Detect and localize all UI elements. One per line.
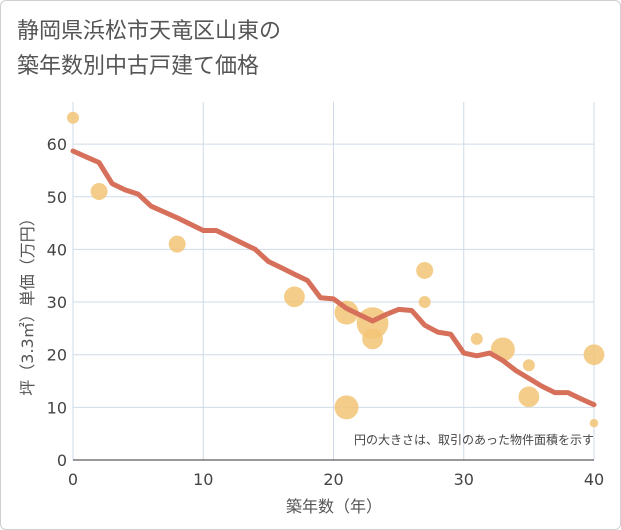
chart-title-line1: 静岡県浜松市天竜区山東の <box>17 19 282 44</box>
trend-line-group <box>70 148 597 408</box>
data-point <box>518 386 540 408</box>
x-tick-label: 20 <box>323 470 343 489</box>
axis-ticks: 0 10 20 30 40 50 60 0 10 20 30 40 <box>47 135 605 489</box>
data-point <box>583 344 605 366</box>
chart-title: 静岡県浜松市天竜区山東の 築年数別中古戸建て価格 <box>17 14 281 84</box>
data-point <box>418 296 431 309</box>
data-point <box>334 395 359 420</box>
data-point <box>90 183 108 200</box>
x-tick-label: 0 <box>68 470 78 489</box>
y-tick-label: 10 <box>47 398 67 417</box>
chart-title-line2: 築年数別中古戸建て価格 <box>17 54 260 79</box>
y-axis-title: 坪（3.3㎡）単価（万円） <box>18 210 37 395</box>
x-tick-label: 10 <box>193 470 213 489</box>
data-point <box>416 261 434 279</box>
y-tick-label: 40 <box>47 240 67 259</box>
x-axis-title: 築年数（年） <box>286 497 382 516</box>
data-point <box>470 332 483 345</box>
grid-lines <box>72 102 595 461</box>
y-tick-label: 30 <box>47 293 67 312</box>
y-tick-label: 50 <box>47 188 67 207</box>
y-tick-label: 20 <box>47 346 67 365</box>
x-tick-label: 30 <box>454 470 474 489</box>
y-tick-label: 0 <box>57 451 67 470</box>
data-points <box>67 111 605 428</box>
data-point <box>284 286 305 308</box>
data-point <box>522 359 535 372</box>
trend-line <box>70 148 597 408</box>
size-note: 円の大きさは、取引のあった物件面積を示す <box>354 432 594 447</box>
x-tick-label: 40 <box>584 470 604 489</box>
y-tick-label: 60 <box>47 135 67 154</box>
data-point <box>589 418 599 428</box>
data-point <box>67 111 79 124</box>
data-point <box>168 235 186 253</box>
